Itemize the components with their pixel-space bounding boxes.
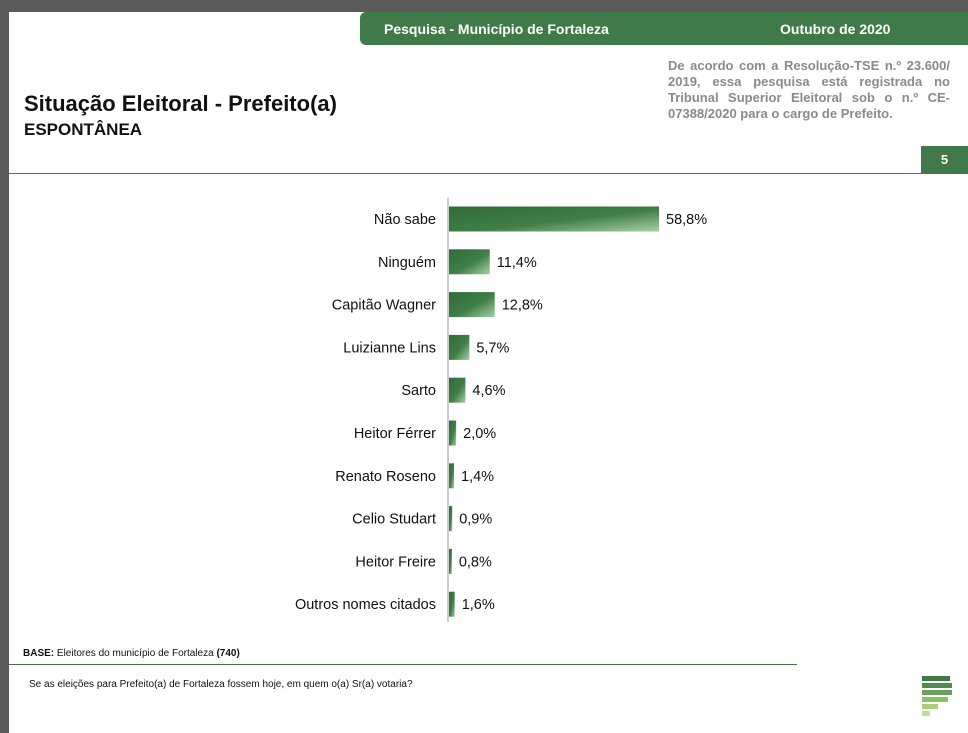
bar <box>449 591 455 617</box>
bar <box>449 548 452 574</box>
bar <box>449 463 454 489</box>
category-label: Celio Studart <box>352 512 436 528</box>
bar <box>449 292 495 318</box>
header-bar: Pesquisa - Município de Fortaleza Outubr… <box>360 12 968 45</box>
value-label: 0,9% <box>459 512 492 528</box>
base-note: BASE: Eleitores do município de Fortalez… <box>23 648 240 659</box>
category-label: Outros nomes citados <box>295 597 436 613</box>
brand-logo-icon <box>922 676 952 716</box>
category-label: Sarto <box>401 383 436 399</box>
base-label: BASE: <box>23 648 55 659</box>
base-text: Eleitores do município de Fortaleza <box>54 648 217 659</box>
base-count: (740) <box>216 648 240 659</box>
footer-divider <box>9 664 797 665</box>
bar <box>449 506 453 532</box>
header-divider <box>9 173 968 174</box>
bar <box>449 249 490 275</box>
bar <box>449 420 457 446</box>
survey-title: Pesquisa - Município de Fortaleza <box>384 21 609 37</box>
slide: Pesquisa - Município de Fortaleza Outubr… <box>9 12 968 733</box>
registration-notice: De acordo com a Resolução-TSE n.º 23.600… <box>668 58 950 121</box>
value-label: 58,8% <box>666 212 707 228</box>
value-label: 5,7% <box>476 340 509 356</box>
bar <box>449 206 659 232</box>
value-label: 2,0% <box>463 426 496 442</box>
value-label: 1,4% <box>461 469 494 485</box>
value-label: 11,4% <box>497 255 537 271</box>
value-label: 0,8% <box>459 554 492 570</box>
bar <box>449 377 466 403</box>
value-label: 4,6% <box>472 383 505 399</box>
category-label: Capitão Wagner <box>332 298 436 314</box>
survey-question: Se as eleições para Prefeito(a) de Forta… <box>29 679 413 690</box>
category-label: Não sabe <box>374 212 436 228</box>
page-subtitle: ESPONTÂNEA <box>24 120 143 139</box>
page-title: Situação Eleitoral - Prefeito(a) <box>24 91 337 116</box>
category-label: Ninguém <box>378 255 436 271</box>
category-label: Heitor Férrer <box>354 426 436 442</box>
survey-date: Outubro de 2020 <box>780 21 891 37</box>
page-number: 5 <box>921 146 968 173</box>
category-label: Luizianne Lins <box>343 340 436 356</box>
value-label: 1,6% <box>462 597 495 613</box>
bar <box>449 334 470 360</box>
category-label: Renato Roseno <box>335 469 436 485</box>
value-label: 12,8% <box>502 298 543 314</box>
category-label: Heitor Freire <box>355 554 436 570</box>
